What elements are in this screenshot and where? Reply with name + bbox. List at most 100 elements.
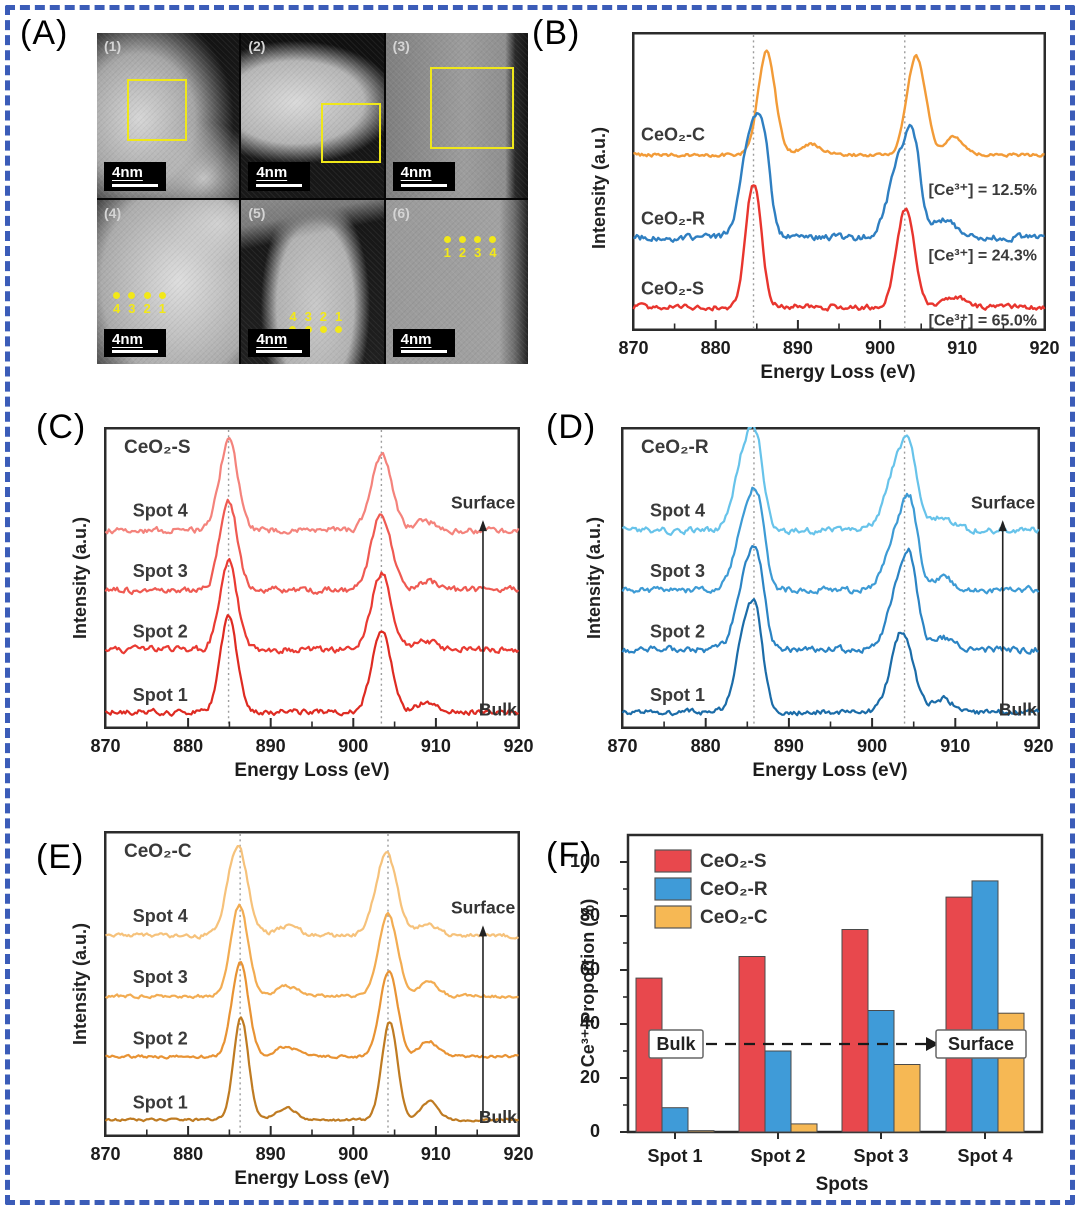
- scale-bar: 4nm: [104, 162, 166, 191]
- series-label: CeO₂-R: [641, 208, 705, 228]
- x-category-label: Spot 3: [853, 1146, 909, 1166]
- x-axis-ticks-c: 870 880 890 900 910 920: [90, 736, 533, 758]
- x-axis-ticks-f: Spot 1 Spot 2 Spot 3 Spot 4: [610, 1146, 1045, 1168]
- spot-number: 2: [458, 244, 467, 260]
- x-axis-ticks-e: 870 880 890 900 910 920: [90, 1144, 533, 1166]
- measurement-spot-icon: [113, 291, 121, 299]
- series-label: CeO₂-S: [641, 279, 704, 299]
- series-label: Spot 3: [650, 561, 705, 581]
- spectrum-curve-spot-3: [621, 486, 1040, 595]
- x-tick-label: 880: [173, 736, 204, 756]
- spot-number: 3: [128, 300, 136, 316]
- panel-label-d: (D): [546, 408, 597, 446]
- scale-bar-label: 4nm: [256, 330, 288, 348]
- x-axis-label-c: Energy Loss (eV): [234, 760, 390, 781]
- scale-bar-label: 4nm: [256, 164, 288, 181]
- x-axis-label-d: Energy Loss (eV): [752, 760, 908, 781]
- spectrum-curve-spot-2: [621, 545, 1039, 655]
- spectrum-curve-spot-4: [105, 845, 519, 940]
- x-tick-label: 900: [338, 736, 369, 756]
- series-label: Spot 4: [650, 501, 705, 521]
- tem-image-number: (5): [248, 204, 266, 221]
- ce3-percentage-label: [Ce³⁺] = 65.0%: [929, 313, 1037, 330]
- surface-label: Surface: [948, 1034, 1014, 1054]
- tem-image-1: (1) 4nm: [97, 33, 240, 198]
- tem-image-3: (3) 4nm: [385, 33, 528, 198]
- bar-ceo₂-r-spot-3: [867, 1010, 895, 1133]
- x-axis-ticks-b: 870 880 890 900 910 920: [618, 338, 1059, 360]
- y-tick-label: 40: [579, 1013, 600, 1033]
- tem-image-number: (2): [248, 38, 266, 54]
- y-tick-label: 60: [579, 959, 600, 979]
- bar-ceo₂-r-spot-4: [971, 880, 999, 1133]
- bulk-label: Bulk: [656, 1034, 696, 1054]
- y-tick-label: 0: [589, 1121, 600, 1141]
- panel-label-e: (E): [36, 838, 85, 876]
- scale-bar-line: [400, 350, 447, 353]
- x-tick-label: 870: [607, 736, 638, 756]
- spot-number: 4: [289, 308, 297, 324]
- surface-label: Surface: [451, 898, 515, 918]
- bar-ceo₂-c-spot-3: [893, 1064, 921, 1133]
- x-axis-ticks-d: 870 880 890 900 910 920: [607, 736, 1053, 758]
- x-tick-label: 910: [940, 736, 971, 756]
- x-tick-label: 910: [947, 338, 978, 358]
- bar-ceo₂-s-spot-3: [841, 929, 869, 1133]
- surface-label: Surface: [971, 493, 1035, 513]
- y-axis-label-b: Intensity (a.u.): [589, 127, 609, 250]
- series-label: Spot 2: [133, 1028, 188, 1048]
- y-axis-label-e: Intensity (a.u.): [70, 923, 90, 1046]
- panel-label-b: (B): [532, 14, 581, 52]
- bulk-label: Bulk: [479, 699, 517, 719]
- legend-label: CeO₂-R: [700, 879, 768, 900]
- series-label: Spot 2: [133, 621, 188, 641]
- legend-swatch-icon: [654, 849, 692, 873]
- y-axis-label-c: Intensity (a.u.): [70, 517, 90, 640]
- tem-image-number: (6): [392, 204, 410, 221]
- eels-spectra-plot-b: CeO₂-C [Ce³⁺] = 12.5% CeO₂-R [Ce³⁺] = 24.3%…: [632, 32, 1046, 331]
- spectrum-curve-spot-3: [105, 903, 519, 1000]
- x-category-label: Spot 1: [647, 1146, 703, 1166]
- spectrum-curve-spot-3: [104, 498, 520, 596]
- x-tick-label: 920: [503, 1144, 534, 1164]
- scale-bar-label: 4nm: [112, 330, 143, 348]
- series-label: Spot 1: [133, 685, 188, 705]
- ce3-percentage-label: [Ce³⁺] = 24.3%: [929, 248, 1037, 265]
- roi-box-icon: [429, 67, 514, 149]
- roi-box-icon: [127, 79, 187, 141]
- x-tick-label: 920: [1023, 736, 1054, 756]
- spectrum-curve-ceo₂-r: [633, 112, 1045, 243]
- eels-spectra-plot-e: CeO₂-C Spot 4 Spot 3 Spot 2 Spot 1 Surface Bul…: [104, 831, 520, 1137]
- spectrum-curve-spot-4: [621, 427, 1040, 536]
- bar-ceo₂-c-spot-2: [790, 1123, 818, 1133]
- spot-number: 3: [474, 244, 482, 260]
- spot-number: 1: [335, 308, 343, 324]
- scale-bar-label: 4nm: [112, 164, 143, 181]
- series-label: Spot 3: [133, 561, 188, 581]
- x-category-label: Spot 4: [957, 1146, 1013, 1166]
- arrowhead-icon: [478, 925, 487, 937]
- legend-label: CeO₂-S: [700, 851, 767, 872]
- tem-image-number: (4): [104, 204, 122, 221]
- measurement-spot-icon: [143, 291, 151, 299]
- spot-number: 4: [113, 300, 121, 316]
- spectrum-curve-spot-1: [621, 598, 1040, 717]
- x-tick-label: 870: [90, 1144, 121, 1164]
- spectrum-curve-spot-1: [104, 1016, 520, 1123]
- plot-title: CeO₂-R: [641, 437, 709, 458]
- x-tick-label: 890: [255, 736, 286, 756]
- panel-label-c: (C): [36, 408, 87, 446]
- scale-bar: 4nm: [392, 328, 455, 357]
- bar-ceo₂-r-spot-2: [764, 1050, 792, 1133]
- scale-bar-line: [256, 183, 303, 187]
- scale-bar-line: [112, 350, 158, 353]
- x-tick-label: 910: [420, 736, 451, 756]
- scale-bar-label: 4nm: [400, 164, 432, 181]
- roi-box-icon: [321, 103, 382, 163]
- y-tick-label: 100: [569, 851, 600, 871]
- legend-swatch-icon: [654, 877, 692, 901]
